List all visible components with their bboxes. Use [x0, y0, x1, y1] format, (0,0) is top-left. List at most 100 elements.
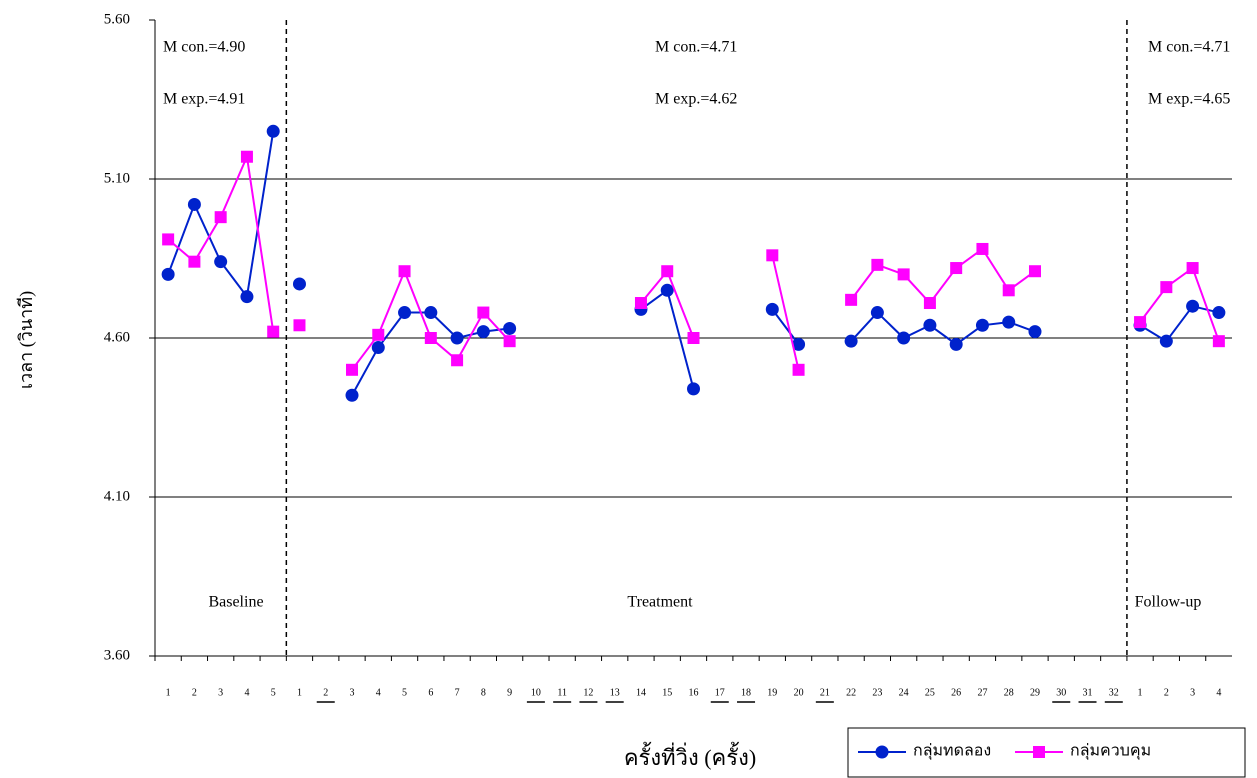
x-tick-label: 2: [192, 687, 197, 698]
x-tick-label: 5: [402, 687, 407, 698]
point: [451, 332, 464, 345]
annotation: M exp.=4.62: [655, 91, 737, 108]
x-tick-label: 2: [1164, 687, 1169, 698]
series-line: [352, 313, 510, 396]
point: [398, 306, 411, 319]
point: [871, 306, 884, 319]
point: [399, 265, 411, 277]
x-tick-label: 13: [610, 687, 620, 698]
x-tick-label: 15: [662, 687, 672, 698]
x-tick-label: 28: [1004, 687, 1014, 698]
point: [477, 325, 490, 338]
x-tick-label: 31: [1083, 687, 1093, 698]
point: [477, 307, 489, 319]
point: [372, 341, 385, 354]
point: [214, 255, 227, 268]
point: [871, 259, 883, 271]
y-tick-label: 4.60: [104, 329, 130, 345]
x-tick-label: 22: [846, 687, 856, 698]
legend-marker: [876, 746, 889, 759]
annotation: M exp.=4.91: [163, 91, 245, 108]
x-tick-label: 4: [376, 687, 381, 698]
chart: เวลา (วินาที) ครั้งที่วิ่ง (ครั้ง) 3.604…: [0, 0, 1257, 778]
y-tick-label: 5.60: [104, 11, 130, 27]
point: [687, 382, 700, 395]
point: [976, 243, 988, 255]
x-tick-label: 4: [1216, 687, 1221, 698]
point: [162, 268, 175, 281]
point: [425, 332, 437, 344]
series-line: [352, 271, 510, 370]
point: [1212, 306, 1225, 319]
point: [1134, 316, 1146, 328]
point: [424, 306, 437, 319]
x-tick-label: 26: [951, 687, 961, 698]
x-tick-label: 27: [977, 687, 987, 698]
point: [162, 233, 174, 245]
x-tick-label: 11: [557, 687, 567, 698]
x-tick-label: 16: [689, 687, 699, 698]
point: [293, 277, 306, 290]
point: [1160, 281, 1172, 293]
point: [845, 294, 857, 306]
x-tick-label: 32: [1109, 687, 1119, 698]
phase-label: Baseline: [208, 594, 263, 611]
legend-label: กลุ่มทดลอง: [913, 743, 991, 761]
point: [1028, 325, 1041, 338]
point: [346, 389, 359, 402]
point: [188, 256, 200, 268]
annotation: M con.=4.71: [655, 39, 737, 56]
legend-label: กลุ่มควบคุม: [1070, 743, 1151, 761]
x-tick-label: 6: [428, 687, 433, 698]
point: [372, 329, 384, 341]
annotation: M con.=4.90: [163, 39, 245, 56]
point: [661, 265, 673, 277]
series-line: [641, 290, 694, 389]
point: [976, 319, 989, 332]
point: [346, 364, 358, 376]
x-tick-label: 29: [1030, 687, 1040, 698]
point: [1213, 335, 1225, 347]
x-tick-label: 18: [741, 687, 751, 698]
point: [241, 151, 253, 163]
legend-marker: [1033, 746, 1045, 758]
x-tick-label: 17: [715, 687, 725, 698]
point: [898, 268, 910, 280]
annotation: M exp.=4.65: [1148, 91, 1230, 108]
point: [267, 125, 280, 138]
x-axis-title: ครั้งที่วิ่ง (ครั้ง): [624, 742, 756, 770]
point: [1160, 335, 1173, 348]
x-tick-label: 12: [583, 687, 593, 698]
x-tick-label: 30: [1056, 687, 1066, 698]
point: [897, 332, 910, 345]
point: [766, 303, 779, 316]
phase-label: Treatment: [627, 594, 693, 611]
point: [793, 364, 805, 376]
point: [504, 335, 516, 347]
point: [688, 332, 700, 344]
point: [503, 322, 516, 335]
series-line: [1140, 268, 1219, 341]
point: [924, 297, 936, 309]
y-tick-label: 3.60: [104, 647, 130, 663]
x-tick-label: 1: [297, 687, 302, 698]
x-tick-label: 8: [481, 687, 486, 698]
x-tick-label: 7: [455, 687, 460, 698]
point: [766, 249, 778, 261]
x-tick-label: 1: [1138, 687, 1143, 698]
x-tick-label: 25: [925, 687, 935, 698]
x-tick-label: 21: [820, 687, 830, 698]
point: [267, 326, 279, 338]
y-tick-label: 4.10: [104, 488, 130, 504]
x-tick-label: 1: [166, 687, 171, 698]
x-tick-label: 2: [323, 687, 328, 698]
point: [950, 338, 963, 351]
point: [635, 297, 647, 309]
phase-label: Follow-up: [1135, 594, 1202, 611]
x-tick-label: 3: [1190, 687, 1195, 698]
point: [661, 284, 674, 297]
point: [293, 319, 305, 331]
point: [845, 335, 858, 348]
x-tick-label: 19: [767, 687, 777, 698]
point: [1186, 300, 1199, 313]
